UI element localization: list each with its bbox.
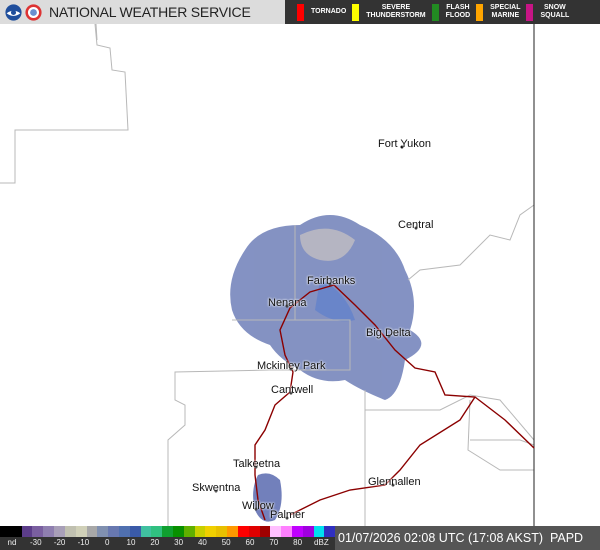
city-dot [387,334,391,338]
alert-label: TORNADO [311,8,347,15]
city-label-fort-yukon: Fort Yukon [378,138,431,150]
colorbar-tick: dBZ [314,538,329,547]
alert-swatch [297,3,304,21]
colorbar-swatch [216,526,228,537]
colorbar-swatch [54,526,65,537]
colorbar-swatch [302,526,314,537]
header: NATIONAL WEATHER SERVICE TORNADO SEVERE T… [0,0,600,24]
colorbar-swatch [43,526,55,537]
station-id: PAPD [549,531,584,545]
colorbar-swatch [0,526,11,537]
colorbar-swatch [227,526,238,537]
colorbar-tick: 70 [269,538,279,547]
city-label-central: Central [398,219,434,231]
colorbar-ticks: nd -30 -20 -10 0 10 20 30 40 50 60 70 80 dBZ [0,537,335,550]
colorbar-swatch [270,526,282,537]
colorbar-swatch [32,526,44,537]
colorbar-swatches [0,526,336,537]
colorbar-tick: 80 [293,538,303,547]
alert-label: SPECIAL MARINE [490,4,521,19]
city-dot [400,145,404,149]
colorbar-tick: 20 [150,538,160,547]
colorbar-swatch [291,526,303,537]
colorbar-swatch [248,526,260,537]
colorbar-tick: 10 [126,538,136,547]
alert-flash-flood: FLASH FLOOD [431,0,471,24]
colorbar-tick: -10 [77,538,90,547]
alert-label: SEVERE THUNDERSTORM [366,4,426,19]
colorbar-swatch [194,526,206,537]
alert-swatch [476,3,484,21]
colorbar-swatch [86,526,98,537]
colorbar-tick: 60 [245,538,255,547]
colorbar-tick: 0 [104,538,110,547]
city-label-big-delta: Big Delta [366,327,411,339]
colorbar-tick: 50 [221,538,231,547]
timestamp: 01/07/2026 02:08 UTC (17:08 AKST) [338,531,543,545]
colorbar-tick: 40 [197,538,207,547]
city-dot [391,483,395,487]
alert-legend: TORNADO SEVERE THUNDERSTORM FLASH FLOOD SPE… [285,0,600,24]
city-dot [328,282,332,286]
city-label-glennallen: Glennallen [368,476,421,488]
colorbar-swatch [75,526,87,537]
city-dot [414,226,418,230]
colorbar-swatch [97,526,109,537]
alert-swatch [526,3,534,21]
city-label-cantwell: Cantwell [271,384,314,396]
colorbar-swatch [259,526,271,537]
colorbar-tick: -20 [53,538,66,547]
dbz-colorbar: nd -30 -20 -10 0 10 20 30 40 50 60 70 80 dBZ [0,526,336,550]
colorbar-swatch [281,526,292,537]
colorbar-tick: nd [7,538,17,547]
city-dot [289,367,293,371]
city-dot [254,465,258,469]
radar-map[interactable] [0,24,600,526]
colorbar-swatch [10,526,22,537]
alert-label: SNOW SQUALL [540,4,570,19]
city-label-palmer: Palmer [270,509,305,521]
city-dot [289,391,293,395]
colorbar-swatch [173,526,184,537]
colorbar-swatch [140,526,152,537]
city-label-fairbanks: Fairbanks [307,275,356,287]
alert-special-marine: SPECIAL MARINE [476,0,520,24]
city-dot [254,507,258,511]
colorbar-swatch [183,526,195,537]
city-dot [285,304,289,308]
colorbar-swatch [162,526,173,537]
noaa-logo-icon [5,3,22,21]
city-label-talkeetna: Talkeetna [233,458,281,470]
colorbar-swatch [118,526,130,537]
alert-tornado: TORNADO [297,0,346,24]
colorbar-tick: 30 [174,538,184,547]
nws-logo-icon [25,3,42,21]
city-dot [214,489,218,493]
city-dot [285,516,289,520]
city-label-willow: Willow [242,500,274,512]
colorbar-swatch [237,526,249,537]
alert-severe-thunderstorm: SEVERE THUNDERSTORM [352,0,426,24]
colorbar-swatch [108,526,119,537]
colorbar-swatch [21,526,33,537]
alert-swatch [352,3,360,21]
alert-label: FLASH FLOOD [445,4,471,19]
city-label-skwentna: Skwentna [192,482,241,494]
city-label-nenana: Nenana [268,297,307,309]
colorbar-swatch [313,526,325,537]
alert-snow-squall: SNOW SQUALL [526,0,569,24]
radar-echoes [230,215,422,522]
colorbar-swatch [205,526,217,537]
city-label-mckinley-park: Mckinley Park [257,360,326,372]
city-markers [214,145,418,520]
page-title: NATIONAL WEATHER SERVICE [49,4,251,20]
brand: NATIONAL WEATHER SERVICE [0,0,285,24]
colorbar-swatch [64,526,76,537]
colorbar-swatch [151,526,163,537]
alert-swatch [431,3,439,21]
colorbar-tick: -30 [30,538,42,547]
colorbar-swatch [129,526,141,537]
timestamp-bar: 01/07/2026 02:08 UTC (17:08 AKST) PAPD [335,526,600,550]
colorbar-swatch [324,526,336,537]
